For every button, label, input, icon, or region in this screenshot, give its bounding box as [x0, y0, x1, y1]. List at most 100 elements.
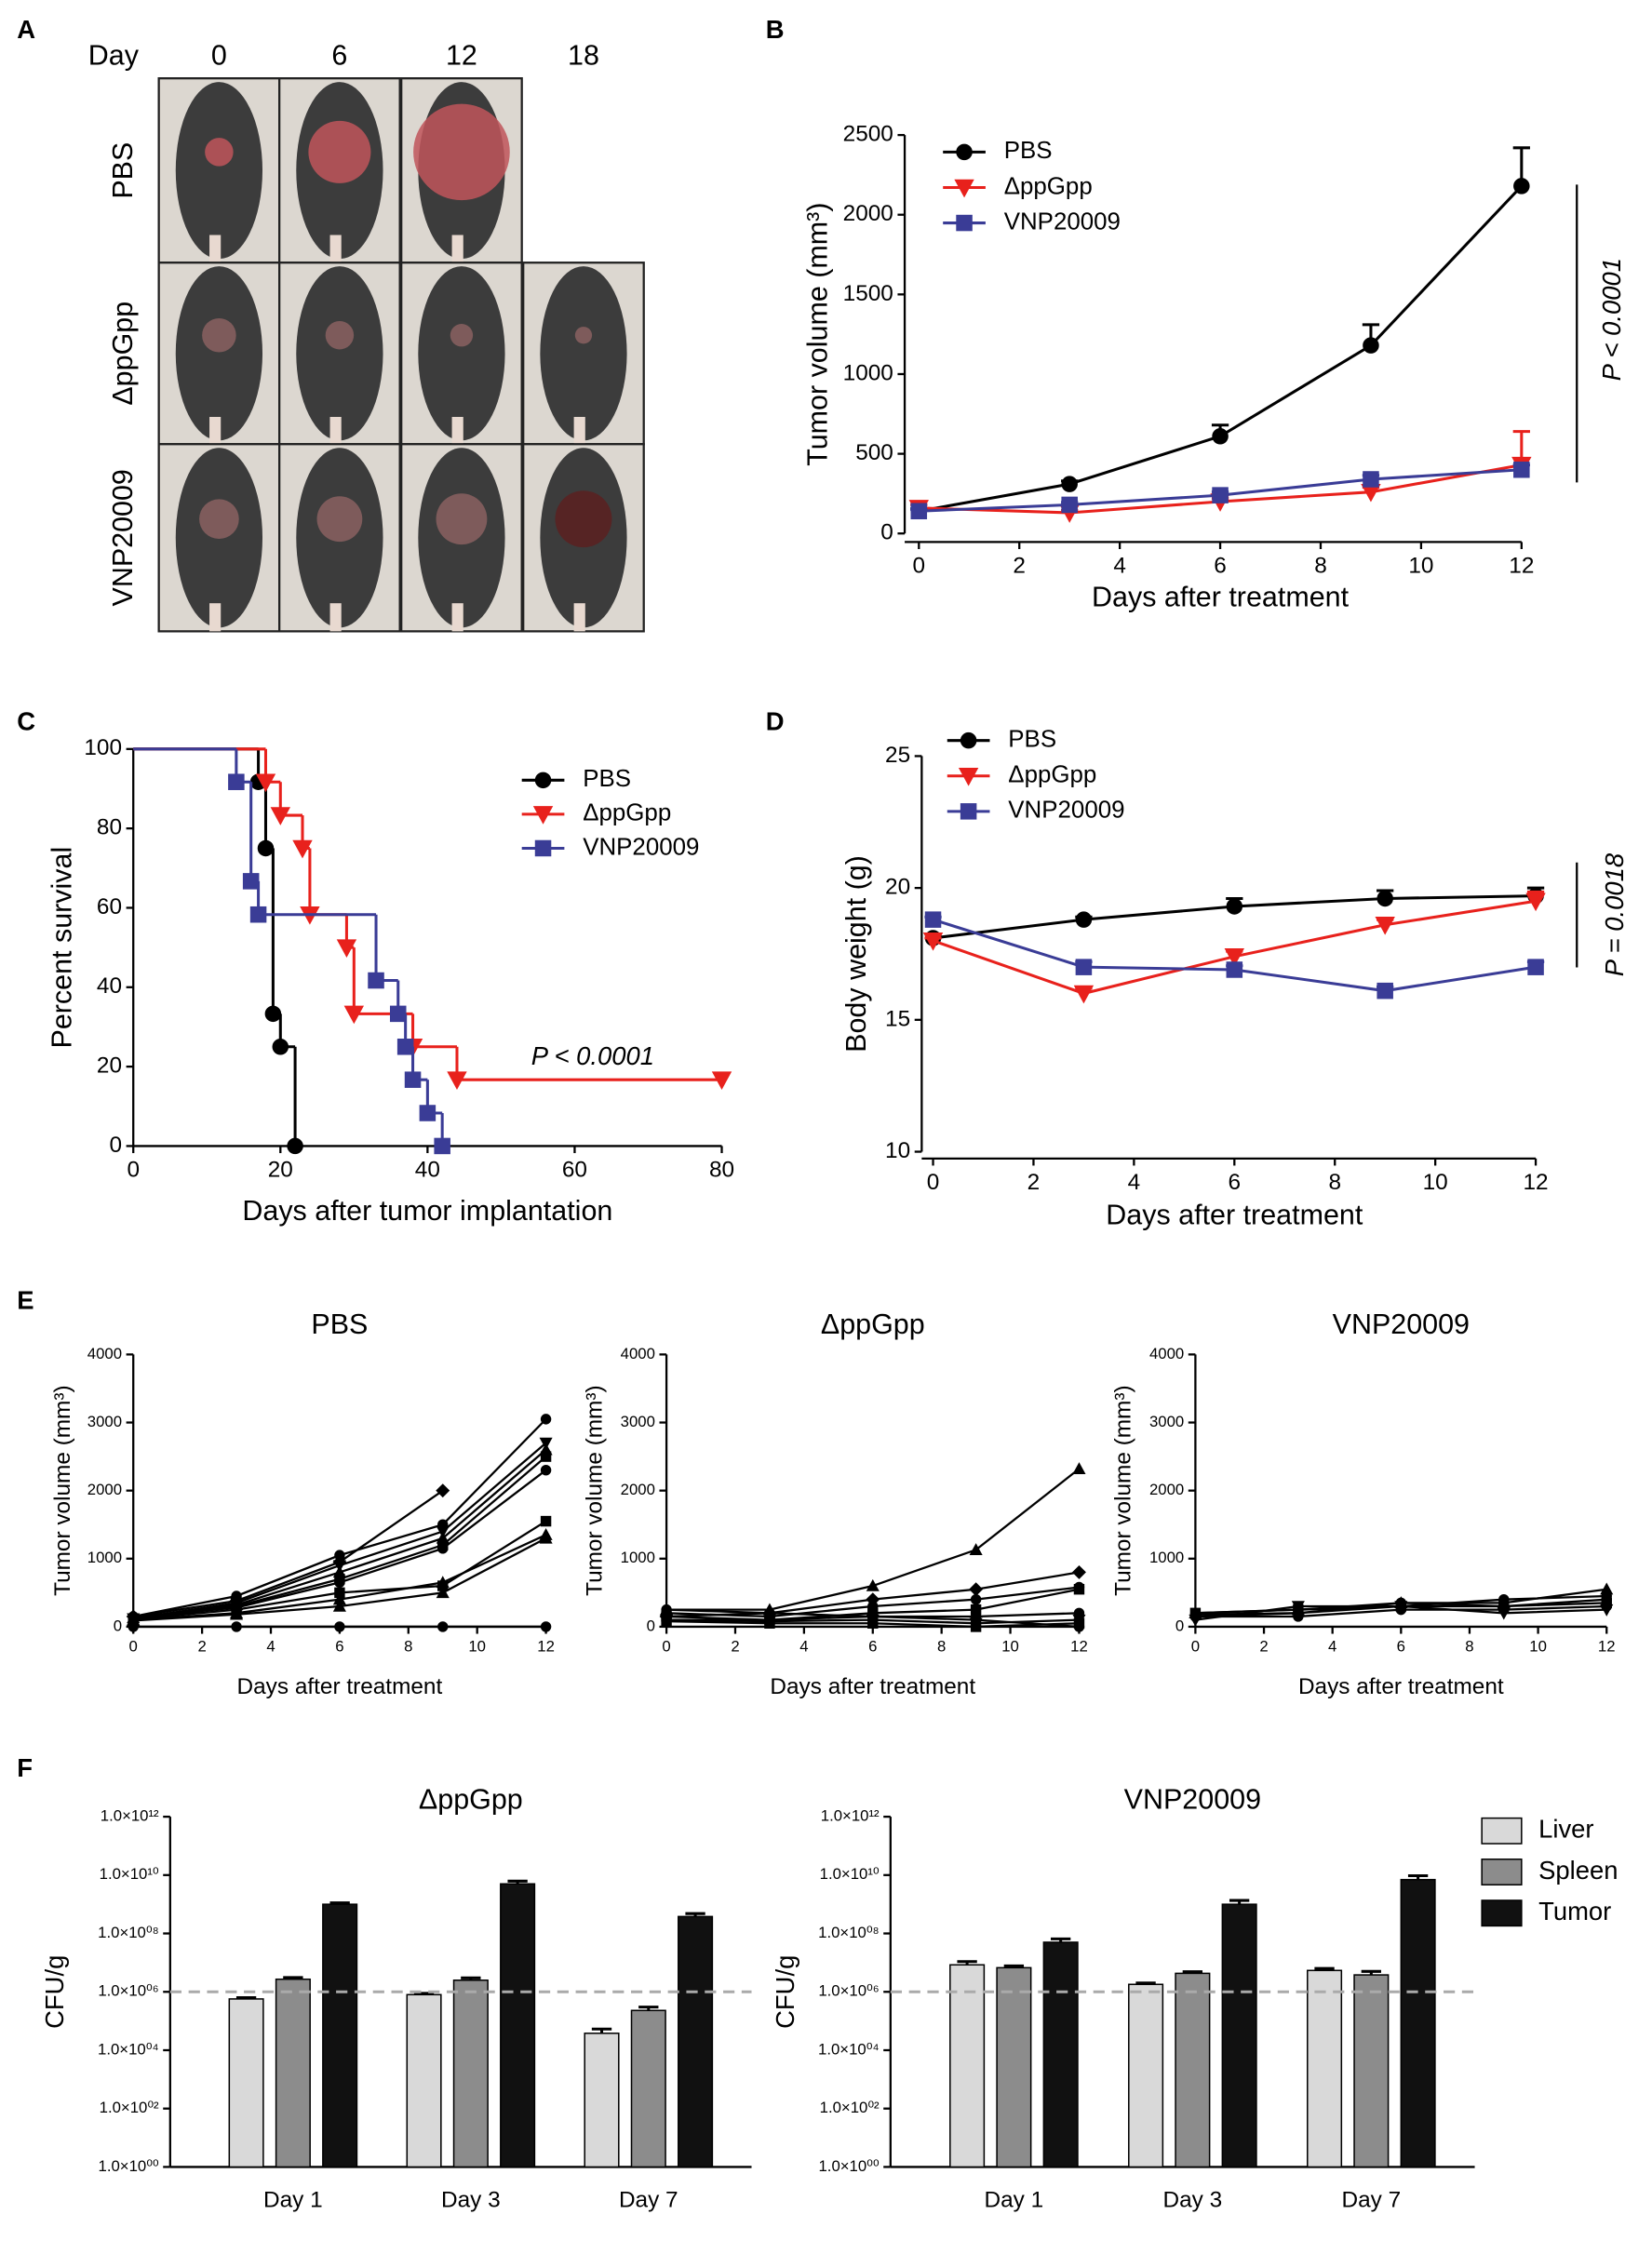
y-tick-label: 1.0×10⁰² [820, 2099, 880, 2116]
marker [257, 839, 275, 857]
photo-tumor [205, 138, 234, 167]
marker [1224, 948, 1244, 967]
row-label: PBS [107, 142, 139, 199]
marker [960, 731, 977, 749]
marker [924, 911, 942, 928]
marker [954, 179, 974, 198]
marker [534, 839, 552, 857]
marker [389, 1005, 407, 1023]
x-tick-label: 8 [1314, 554, 1327, 579]
x-tick-label: 6 [1397, 1638, 1405, 1656]
photo-tail [329, 235, 342, 263]
marker [532, 806, 554, 825]
marker [1375, 917, 1395, 935]
marker [1525, 892, 1546, 912]
marker [287, 1137, 303, 1155]
marker [540, 1414, 552, 1425]
bar [1175, 1972, 1211, 2168]
x-tick-label: 4 [1128, 1170, 1141, 1195]
photo-tumor [325, 320, 355, 350]
y-tick-label: 2000 [621, 1481, 655, 1498]
bar [500, 1883, 536, 2168]
marker [1075, 959, 1093, 975]
marker [958, 768, 979, 786]
photo-tail [209, 603, 222, 632]
bar [1400, 1878, 1436, 2168]
marker [540, 1515, 552, 1527]
x-tick-label: 12 [1598, 1638, 1616, 1656]
marker [1363, 471, 1379, 488]
photo-tumor [316, 496, 363, 543]
marker [1189, 1609, 1202, 1620]
marker [292, 839, 313, 859]
y-tick-label: 1.0×10¹² [101, 1807, 159, 1825]
y-tick-label: 0 [1175, 1617, 1184, 1634]
x-tick-label: 12 [1509, 554, 1534, 579]
bar [1042, 1941, 1079, 2168]
bar [1221, 1903, 1257, 2168]
marker [922, 933, 944, 951]
y-tick-label: 15 [885, 1006, 910, 1031]
x-axis-label: Days after treatment [1106, 1200, 1363, 1231]
photo-tail [209, 416, 222, 445]
photo-tail [451, 235, 463, 263]
legend-label: ΔppGpp [583, 800, 671, 826]
photo-tumor [199, 499, 239, 540]
x-tick-label: 10 [1408, 554, 1433, 579]
marker [1513, 178, 1530, 195]
photo-header: Day [88, 39, 140, 71]
y-tick-label: 1.0×10⁰⁰ [99, 2157, 159, 2175]
series-line [133, 1489, 444, 1618]
marker [343, 1005, 365, 1025]
photo-mouse [540, 266, 627, 441]
x-tick-label: Day 7 [1342, 2187, 1402, 2212]
marker [1072, 1462, 1086, 1474]
marker [396, 1039, 414, 1055]
marker [1061, 476, 1078, 492]
chart-title: VNP20009 [1333, 1308, 1470, 1340]
y-tick-label: 20 [97, 1053, 122, 1079]
photo-mouse [296, 266, 383, 441]
x-tick-label: 4 [266, 1638, 275, 1656]
y-tick-label: 80 [97, 815, 122, 840]
x-axis-label: Days after treatment [1092, 581, 1350, 612]
y-tick-label: 1.0×10⁰² [100, 2099, 159, 2116]
marker [711, 1071, 732, 1091]
y-tick-label: 10 [885, 1138, 910, 1163]
x-tick-label: 8 [1328, 1170, 1341, 1195]
marker [1073, 985, 1095, 1004]
row-label: VNP20009 [107, 469, 139, 606]
marker [231, 1621, 242, 1632]
x-tick-label: 80 [709, 1158, 734, 1183]
y-tick-label: 25 [885, 743, 910, 768]
marker [969, 1582, 984, 1597]
photo-mouse [175, 82, 263, 260]
y-axis-label: Tumor volume (mm³) [50, 1385, 75, 1595]
marker [1226, 961, 1243, 978]
x-tick-label: 0 [127, 1158, 140, 1183]
marker [1291, 1601, 1305, 1614]
y-tick-label: 0 [647, 1617, 655, 1634]
legend-label: ΔppGpp [1008, 762, 1096, 788]
y-tick-label: 2000 [1149, 1481, 1184, 1498]
x-tick-label: 6 [1214, 554, 1227, 579]
marker [1377, 982, 1393, 1000]
day-label: 18 [568, 39, 599, 71]
marker [764, 1617, 775, 1629]
y-tick-label: 1000 [843, 360, 893, 385]
y-axis-label: CFU/g [40, 1955, 69, 2029]
marker [334, 1577, 345, 1589]
marker [1226, 898, 1243, 915]
bar [678, 1915, 714, 2168]
marker [764, 1607, 775, 1619]
y-tick-label: 0 [109, 1133, 122, 1158]
x-tick-label: 2 [197, 1638, 206, 1656]
y-tick-label: 1.0×10¹² [821, 1807, 880, 1825]
bar [630, 2009, 666, 2168]
marker [242, 873, 260, 890]
marker [1212, 428, 1229, 445]
x-tick-label: 0 [129, 1638, 138, 1656]
y-tick-label: 4000 [621, 1345, 655, 1362]
x-tick-label: Day 1 [985, 2187, 1044, 2212]
